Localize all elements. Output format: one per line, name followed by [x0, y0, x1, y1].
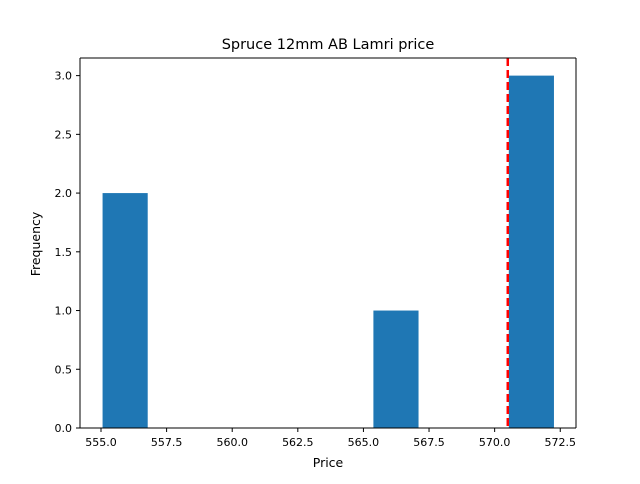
y-tick-label: 1.5 — [55, 246, 73, 259]
x-tick-label: 562.5 — [282, 436, 314, 449]
y-tick-label: 0.0 — [55, 422, 73, 435]
y-tick-label: 3.0 — [55, 70, 73, 83]
bars-layer — [102, 75, 554, 428]
x-tick-label: 567.5 — [413, 436, 445, 449]
chart-title: Spruce 12mm AB Lamri price — [222, 37, 435, 53]
histogram-bar-9 — [508, 75, 554, 428]
y-tick-label: 2.0 — [55, 187, 73, 200]
x-tick-label: 560.0 — [216, 436, 248, 449]
y-tick-label: 2.5 — [55, 128, 73, 141]
x-tick-label: 570.0 — [479, 436, 511, 449]
y-tick-label: 1.0 — [55, 305, 73, 318]
axes-layer — [79, 57, 577, 429]
y-axis-label: Frequency — [28, 211, 43, 276]
y-axis-ticks: 0.0 0.5 1.0 1.5 2.0 2.5 3.0 — [55, 70, 80, 435]
histogram-bar-6 — [373, 310, 419, 428]
x-tick-label: 555.0 — [85, 436, 117, 449]
x-tick-label: 557.5 — [151, 436, 183, 449]
x-axis-ticks: 555.0 557.5 560.0 562.5 565.0 567.5 570.0 572.5 — [85, 428, 576, 449]
histogram-bar-0 — [102, 193, 148, 428]
y-tick-label: 0.5 — [55, 363, 73, 376]
x-tick-label: 565.0 — [348, 436, 380, 449]
x-axis-label: Price — [313, 455, 344, 470]
x-tick-label: 572.5 — [545, 436, 577, 449]
